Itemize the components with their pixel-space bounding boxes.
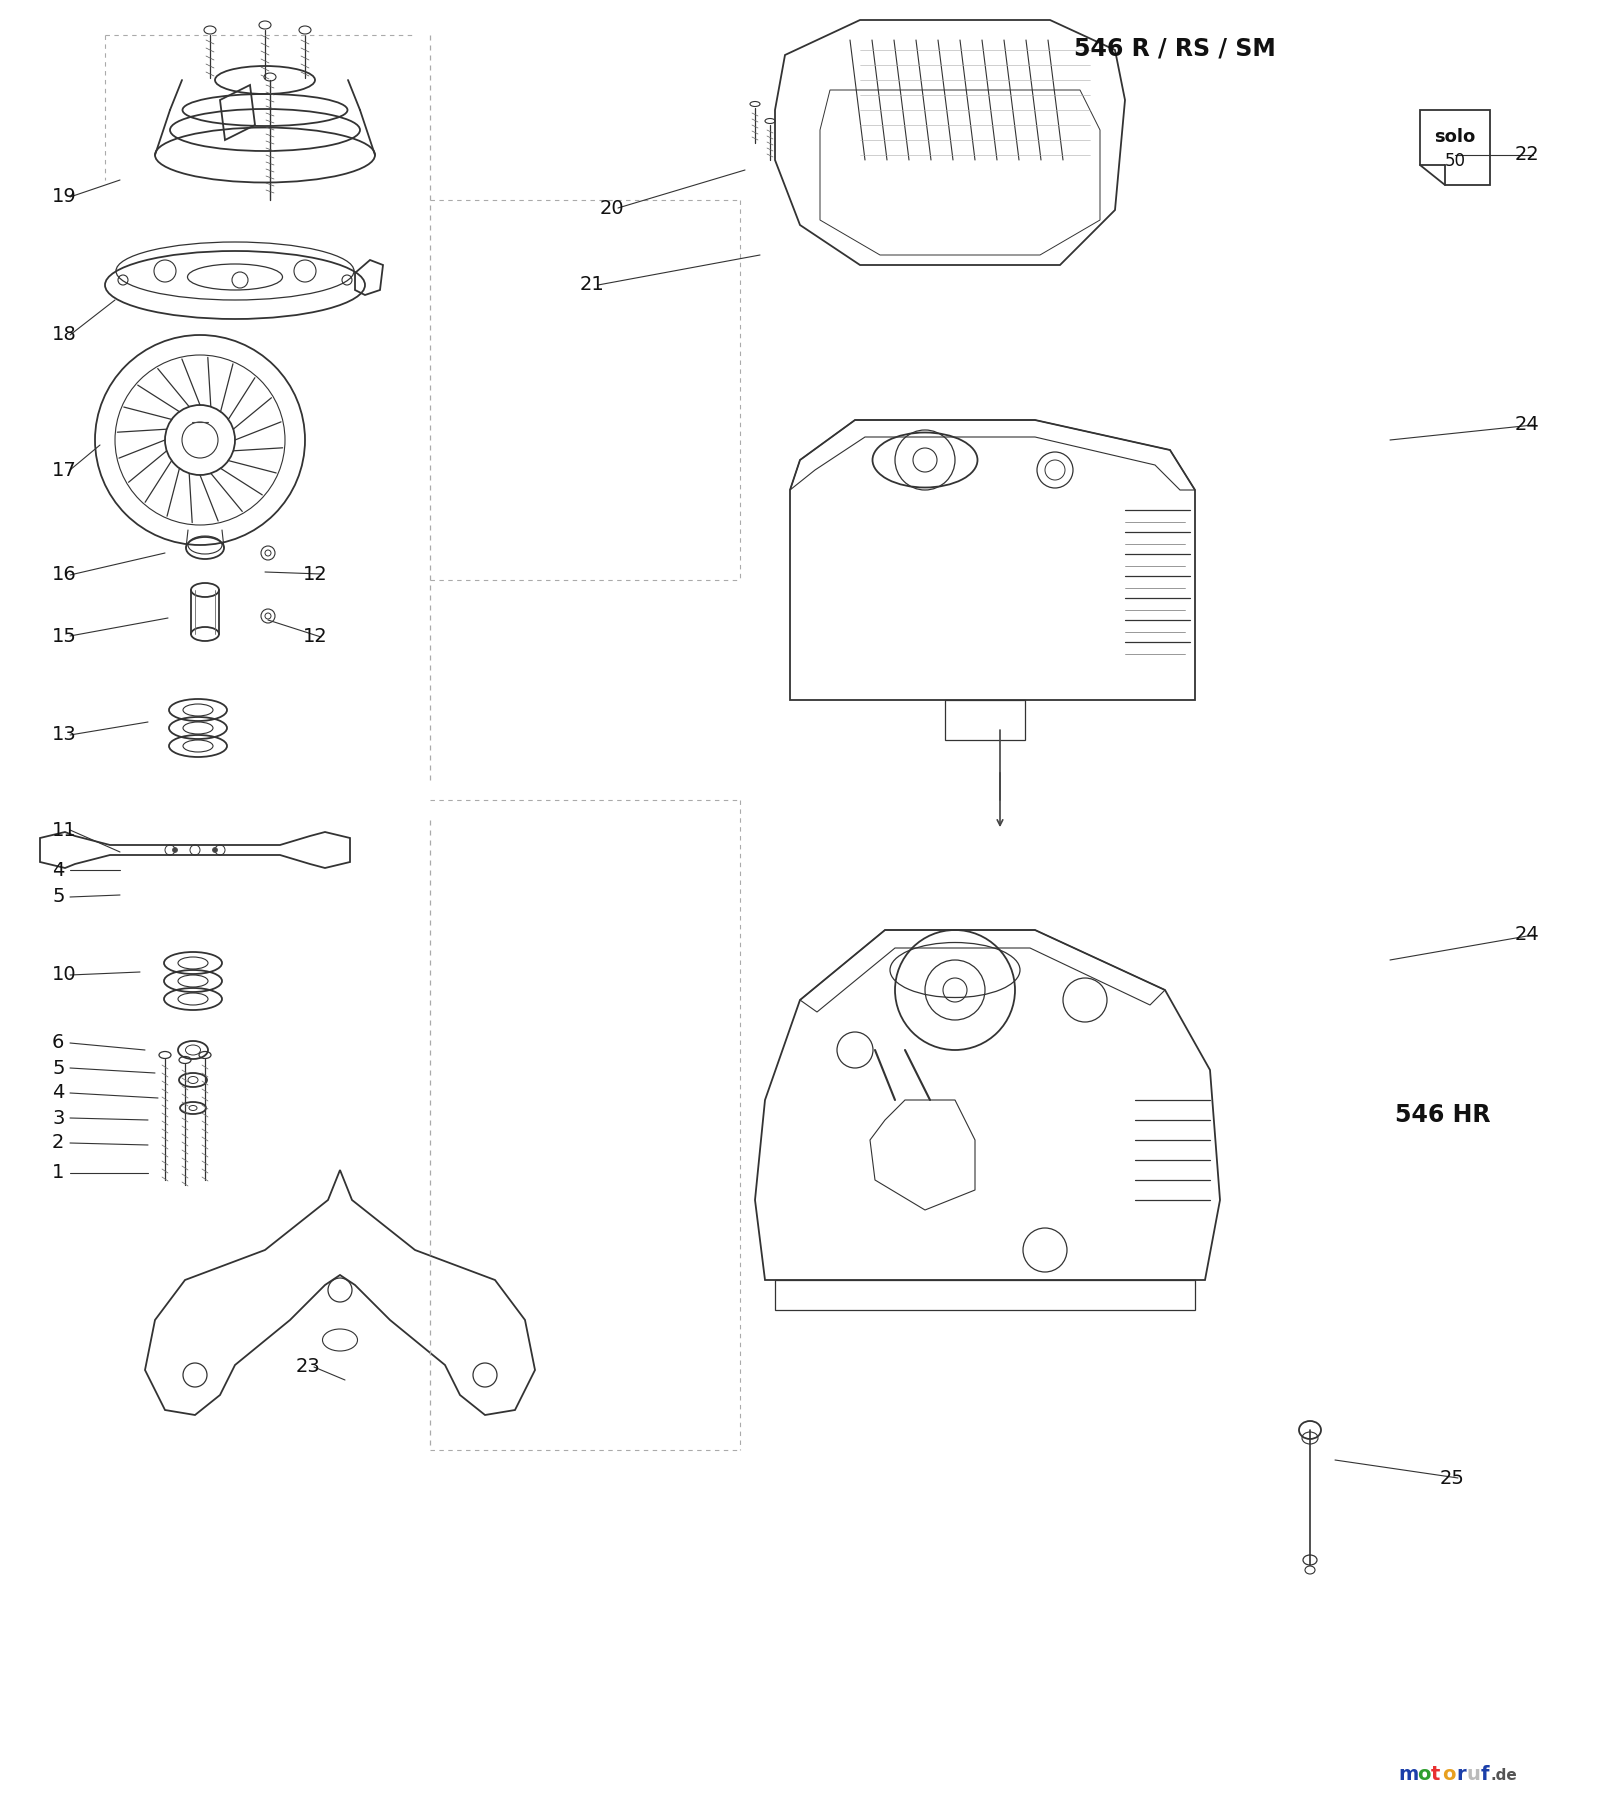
Text: u: u (1466, 1766, 1481, 1784)
Text: 4: 4 (52, 1084, 65, 1102)
Text: 25: 25 (1440, 1469, 1465, 1487)
Text: 546 R / RS / SM: 546 R / RS / SM (1074, 36, 1276, 59)
Text: o: o (1442, 1766, 1455, 1784)
Text: 4: 4 (52, 860, 65, 880)
Text: 12: 12 (303, 565, 327, 583)
Text: 21: 21 (581, 275, 605, 295)
Text: o: o (1416, 1766, 1431, 1784)
Text: 11: 11 (52, 821, 77, 839)
Text: 50: 50 (1445, 151, 1466, 169)
Text: 3: 3 (52, 1109, 65, 1127)
Text: .de: .de (1490, 1768, 1518, 1782)
Text: m: m (1398, 1766, 1418, 1784)
Text: 24: 24 (1515, 925, 1540, 945)
Text: 16: 16 (52, 565, 77, 585)
Circle shape (213, 848, 218, 853)
Text: 20: 20 (600, 198, 624, 218)
Circle shape (173, 848, 177, 853)
Text: t: t (1431, 1766, 1440, 1784)
Text: 2: 2 (52, 1134, 65, 1152)
Text: 546 HR: 546 HR (1395, 1103, 1490, 1127)
Text: 6: 6 (52, 1033, 65, 1053)
Text: 19: 19 (52, 187, 77, 207)
Text: r: r (1457, 1766, 1466, 1784)
Text: 23: 23 (297, 1357, 321, 1377)
Text: 22: 22 (1515, 146, 1540, 164)
Text: solo: solo (1434, 128, 1476, 146)
Text: 15: 15 (52, 626, 77, 646)
Text: 5: 5 (52, 1058, 65, 1078)
Text: 1: 1 (52, 1163, 65, 1183)
Text: 13: 13 (52, 725, 77, 745)
Text: 24: 24 (1515, 416, 1540, 434)
Text: 17: 17 (52, 461, 77, 479)
Text: 12: 12 (303, 628, 327, 646)
Text: 10: 10 (52, 965, 77, 985)
Text: 18: 18 (52, 326, 77, 344)
Text: f: f (1481, 1766, 1489, 1784)
Text: 5: 5 (52, 887, 65, 907)
